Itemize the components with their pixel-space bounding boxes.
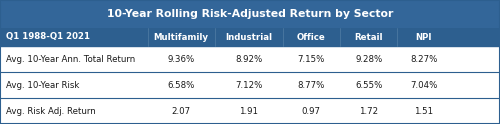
Bar — [0, 28, 500, 46]
Text: Office: Office — [297, 32, 326, 42]
Bar — [0, 98, 500, 124]
Text: NPI: NPI — [416, 32, 432, 42]
Text: Q1 1988-Q1 2021: Q1 1988-Q1 2021 — [6, 32, 90, 42]
Text: 9.36%: 9.36% — [168, 55, 195, 63]
Bar — [0, 46, 500, 72]
Text: 6.58%: 6.58% — [168, 80, 195, 90]
Text: 6.55%: 6.55% — [355, 80, 382, 90]
Text: Avg. Risk Adj. Return: Avg. Risk Adj. Return — [6, 107, 96, 115]
Bar — [0, 0, 500, 28]
Text: 2.07: 2.07 — [172, 107, 191, 115]
Text: 9.28%: 9.28% — [355, 55, 382, 63]
Text: 7.12%: 7.12% — [235, 80, 262, 90]
Text: Industrial: Industrial — [225, 32, 272, 42]
Text: 1.51: 1.51 — [414, 107, 434, 115]
Text: Multifamily: Multifamily — [154, 32, 209, 42]
Text: Avg. 10-Year Risk: Avg. 10-Year Risk — [6, 80, 80, 90]
Text: Avg. 10-Year Ann. Total Return: Avg. 10-Year Ann. Total Return — [6, 55, 135, 63]
Text: 1.72: 1.72 — [359, 107, 378, 115]
Text: 7.04%: 7.04% — [410, 80, 438, 90]
Bar — [0, 72, 500, 98]
Text: 10-Year Rolling Risk-Adjusted Return by Sector: 10-Year Rolling Risk-Adjusted Return by … — [107, 9, 393, 19]
Text: 0.97: 0.97 — [302, 107, 320, 115]
Text: 7.15%: 7.15% — [298, 55, 325, 63]
Text: 8.92%: 8.92% — [235, 55, 262, 63]
Text: 8.77%: 8.77% — [298, 80, 325, 90]
Text: Retail: Retail — [354, 32, 383, 42]
Text: 8.27%: 8.27% — [410, 55, 438, 63]
Text: 1.91: 1.91 — [240, 107, 258, 115]
